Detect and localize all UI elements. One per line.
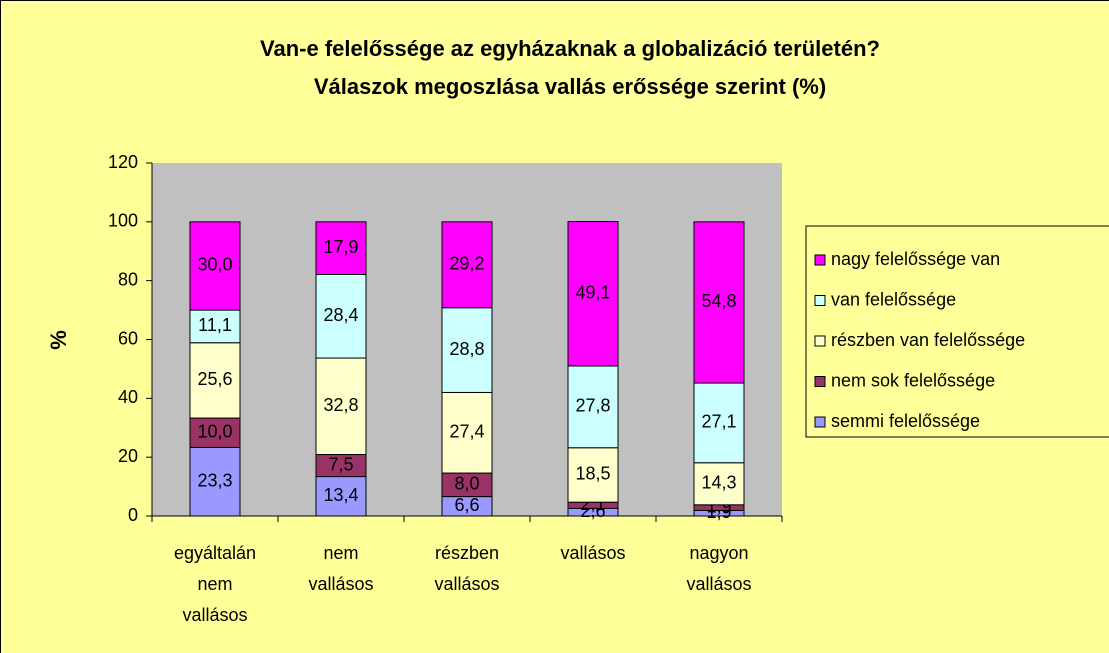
legend-swatch: [814, 376, 826, 387]
bar-segment: [315, 273, 367, 359]
data-label: 29,2: [449, 254, 484, 274]
legend-label: részben van felelőssége: [831, 330, 1025, 350]
data-label: 49,1: [575, 283, 610, 303]
data-label: 54,8: [701, 291, 736, 311]
data-label: 6,6: [454, 495, 479, 515]
x-tick-label: vallásos: [560, 543, 625, 563]
y-tick-label: 80: [118, 269, 138, 289]
y-tick-label: 120: [108, 152, 138, 172]
data-label: 14,3: [701, 473, 736, 493]
data-label: 7,5: [328, 454, 353, 474]
bar-segment: [315, 476, 367, 517]
legend-label: van felelőssége: [831, 289, 956, 309]
data-label: 10,0: [197, 422, 232, 442]
bar-segment: [567, 447, 619, 503]
bar-segment: [693, 382, 745, 464]
data-label: 13,4: [323, 485, 358, 505]
data-label: 25,6: [197, 369, 232, 389]
bar-segment: [441, 391, 493, 474]
data-label: 23,3: [197, 470, 232, 490]
data-label: 27,1: [701, 412, 736, 432]
y-tick-label: 100: [108, 211, 138, 231]
x-tick-label: nem vallásos: [308, 543, 373, 594]
bar-segment: [441, 221, 493, 309]
data-label: 28,8: [449, 339, 484, 359]
data-label: 27,8: [575, 396, 610, 416]
legend: [805, 225, 1109, 438]
bar-segment: [693, 221, 745, 384]
bar-segment: [189, 309, 241, 344]
bar-segment: [693, 462, 745, 506]
bar-segment: [189, 221, 241, 311]
x-tick-label: egyáltalán nem vallásos: [174, 543, 256, 625]
chart-subtitle: Válaszok megoszlása vallás erőssége szer…: [314, 74, 826, 99]
legend-swatch: [814, 416, 826, 428]
bar-segment: [189, 342, 241, 419]
y-tick-label: 0: [128, 505, 138, 525]
chart-title: Van-e felelőssége az egyházaknak a globa…: [260, 36, 880, 61]
legend-label: nagy felelőssége van: [831, 249, 1000, 269]
bar-segment: [315, 357, 367, 456]
legend-label: nem sok felelőssége: [831, 370, 995, 390]
legend-swatch: [814, 295, 826, 306]
data-label: 11,1: [198, 315, 232, 335]
data-label: 17,9: [323, 237, 358, 257]
bar-segment: [567, 365, 619, 449]
bar-segment: [567, 221, 619, 367]
data-label: 8,0: [454, 474, 479, 494]
y-tick-label: 20: [118, 446, 138, 466]
x-tick-label: nagyon vallásos: [686, 543, 751, 594]
y-tick-label: 40: [118, 387, 138, 407]
data-label: 28,4: [323, 305, 358, 325]
y-tick-label: 60: [118, 328, 138, 348]
data-label: 18,5: [575, 464, 610, 484]
x-tick-label: részben vallásos: [434, 543, 499, 594]
legend-swatch: [814, 254, 826, 266]
bar-segment: [441, 307, 493, 393]
bar-segment: [315, 221, 367, 275]
data-label: 27,4: [449, 422, 484, 442]
data-label: 30,0: [197, 255, 232, 275]
data-label: 32,8: [323, 395, 358, 415]
legend-label: semmi felelőssége: [831, 411, 980, 431]
legend-swatch: [814, 335, 826, 347]
y-axis-label: %: [46, 330, 71, 350]
